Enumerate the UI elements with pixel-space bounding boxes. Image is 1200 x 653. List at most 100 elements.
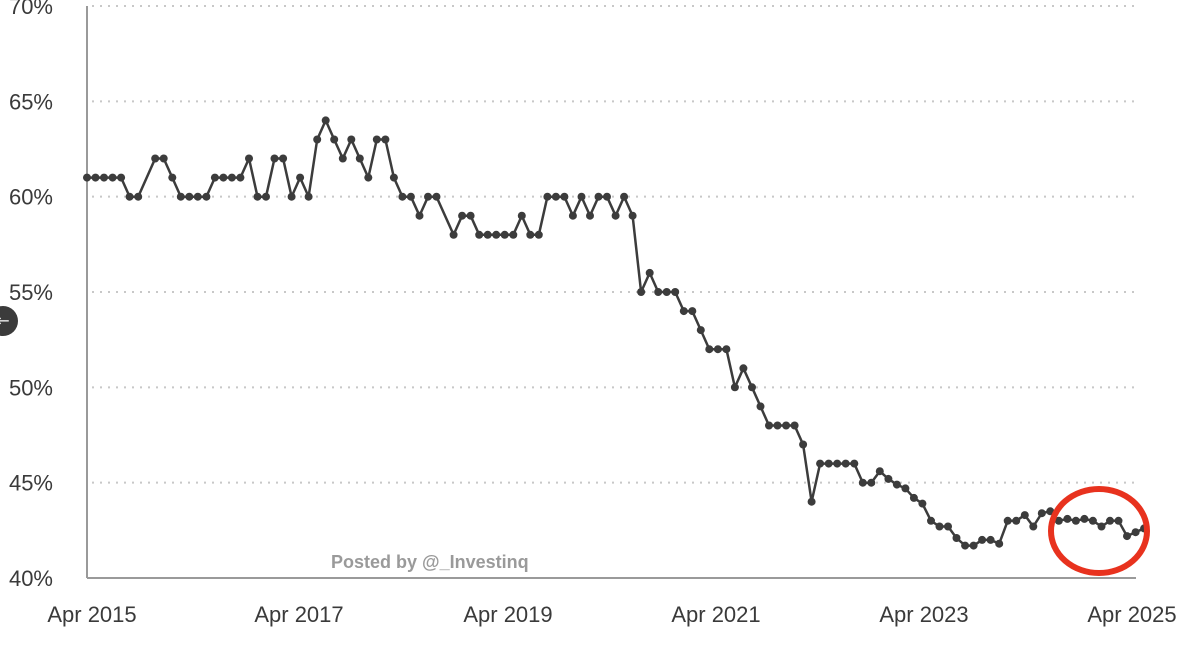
data-point bbox=[355, 154, 364, 163]
data-point bbox=[816, 459, 825, 468]
data-point bbox=[884, 474, 893, 483]
data-point bbox=[287, 192, 296, 201]
data-point bbox=[577, 192, 586, 201]
data-point bbox=[918, 499, 927, 508]
data-point bbox=[765, 421, 773, 430]
data-point bbox=[756, 402, 765, 411]
data-point bbox=[892, 480, 901, 489]
y-tick-label: 50% bbox=[9, 375, 53, 400]
x-tick-label: Apr 2017 bbox=[254, 602, 343, 627]
data-point bbox=[338, 154, 347, 163]
data-point bbox=[944, 522, 952, 531]
data-point bbox=[969, 541, 978, 550]
data-point bbox=[1054, 516, 1063, 525]
data-point bbox=[526, 230, 535, 239]
data-point bbox=[424, 192, 432, 201]
data-point bbox=[543, 192, 552, 201]
data-point bbox=[858, 478, 867, 487]
data-point bbox=[901, 484, 910, 493]
data-point bbox=[1003, 516, 1012, 525]
data-point bbox=[406, 192, 415, 201]
data-point bbox=[151, 154, 160, 163]
data-point bbox=[833, 459, 842, 468]
data-point bbox=[1029, 522, 1038, 531]
data-point bbox=[620, 192, 629, 201]
x-tick-label: Apr 2025 bbox=[1087, 602, 1176, 627]
data-point bbox=[270, 154, 279, 163]
data-point bbox=[586, 211, 594, 220]
data-point bbox=[671, 288, 680, 296]
data-point bbox=[83, 173, 91, 182]
data-point bbox=[500, 230, 509, 239]
y-tick-label: 70% bbox=[9, 0, 53, 19]
data-point bbox=[637, 288, 646, 296]
data-point bbox=[935, 522, 944, 531]
data-point bbox=[210, 173, 219, 182]
data-point bbox=[176, 192, 185, 201]
data-point bbox=[330, 135, 339, 144]
data-point bbox=[108, 173, 117, 182]
x-tick-label: Apr 2019 bbox=[463, 602, 552, 627]
data-point bbox=[1088, 516, 1097, 525]
arrow-left-icon[interactable]: ← bbox=[0, 306, 18, 336]
data-point bbox=[927, 516, 935, 525]
y-tick-label: 45% bbox=[9, 471, 53, 496]
data-point bbox=[594, 192, 603, 201]
data-point bbox=[986, 535, 995, 544]
data-point bbox=[1106, 516, 1114, 525]
data-point bbox=[568, 211, 577, 220]
x-tick-label: Apr 2021 bbox=[671, 602, 760, 627]
data-point bbox=[875, 467, 884, 476]
data-point bbox=[168, 173, 177, 182]
data-point bbox=[995, 539, 1004, 548]
data-point bbox=[227, 173, 236, 182]
data-point bbox=[1071, 516, 1080, 525]
x-tick-label: Apr 2023 bbox=[879, 602, 968, 627]
data-point bbox=[398, 192, 407, 201]
data-point bbox=[773, 421, 782, 430]
y-tick-labels: 40% 45% 50% 55% 60% 65% 70% bbox=[9, 0, 53, 591]
data-point bbox=[483, 230, 492, 239]
data-point bbox=[961, 541, 970, 550]
data-point bbox=[415, 211, 424, 220]
data-point bbox=[134, 192, 143, 201]
data-point bbox=[696, 326, 705, 335]
watermark-text: Posted by @_Investinq bbox=[331, 552, 529, 572]
data-point bbox=[645, 268, 654, 277]
data-point bbox=[679, 307, 688, 316]
data-point bbox=[304, 192, 313, 201]
gridlines bbox=[92, 5, 1135, 484]
data-point bbox=[313, 135, 322, 144]
data-point bbox=[722, 345, 731, 354]
data-point bbox=[372, 135, 381, 144]
data-point bbox=[551, 192, 560, 201]
data-point bbox=[1114, 516, 1123, 525]
data-point bbox=[466, 211, 475, 220]
data-point bbox=[202, 192, 211, 201]
data-point bbox=[807, 497, 816, 506]
data-point bbox=[534, 230, 543, 239]
data-point bbox=[125, 192, 134, 201]
data-point bbox=[867, 478, 876, 487]
data-point bbox=[296, 173, 305, 182]
data-point bbox=[159, 154, 168, 163]
data-point bbox=[705, 345, 714, 354]
highlight-layer bbox=[1048, 486, 1150, 576]
data-point bbox=[219, 173, 228, 182]
data-point bbox=[517, 211, 526, 220]
data-point bbox=[611, 211, 620, 220]
y-tick-label: 40% bbox=[9, 566, 53, 591]
data-point bbox=[713, 345, 722, 354]
data-point bbox=[748, 383, 756, 392]
data-point bbox=[978, 535, 987, 544]
data-point bbox=[236, 173, 245, 182]
data-point bbox=[824, 459, 833, 468]
data-point bbox=[458, 211, 467, 220]
data-point bbox=[253, 192, 262, 201]
data-point bbox=[100, 173, 108, 182]
data-point bbox=[432, 192, 441, 201]
data-point bbox=[603, 192, 611, 201]
data-point bbox=[509, 230, 518, 239]
x-tick-labels: Apr 2015 Apr 2017 Apr 2019 Apr 2021 Apr 2023… bbox=[47, 602, 1176, 627]
